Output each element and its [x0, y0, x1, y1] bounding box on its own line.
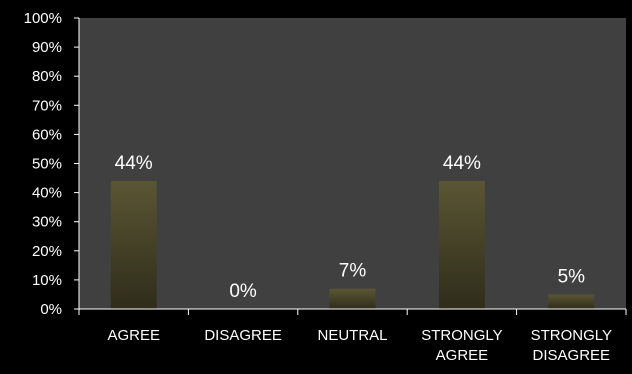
y-tick-label: 100%: [24, 10, 62, 27]
x-axis-labels: AGREE DISAGREE NEUTRAL STRONGLY AGREE STRONGL…: [107, 327, 612, 364]
data-labels: 44% 0% 7% 44% 5%: [115, 153, 585, 302]
bars-group: [110, 180, 595, 309]
bar: [438, 180, 485, 309]
y-tick-label: 50%: [32, 156, 62, 173]
category-label: AGREE: [107, 327, 160, 344]
bar-value-label: 5%: [558, 266, 586, 287]
y-tick-label: 40%: [32, 185, 62, 202]
y-tick-label: 20%: [32, 243, 62, 260]
y-axis-ticks: 0% 10% 20% 30% 40% 50% 60% 70% 80% 90% 100%: [24, 10, 79, 318]
bar: [329, 288, 376, 309]
y-tick-label: 0%: [40, 301, 62, 318]
bar-value-label: 7%: [339, 261, 367, 282]
category-label: NEUTRAL: [317, 327, 387, 344]
y-tick-label: 10%: [32, 272, 62, 289]
y-tick-label: 80%: [32, 68, 62, 85]
plot-area: [79, 18, 626, 309]
y-tick-label: 30%: [32, 214, 62, 231]
category-label: DISAGREE: [204, 327, 282, 344]
y-tick-label: 60%: [32, 126, 62, 143]
bar: [548, 294, 595, 309]
y-tick-label: 70%: [32, 97, 62, 114]
category-label: STRONGLY DISAGREE: [531, 327, 612, 364]
bar: [110, 180, 157, 309]
category-label: STRONGLY AGREE: [421, 327, 502, 364]
bar-value-label: 44%: [443, 153, 481, 174]
bar-value-label: 0%: [229, 281, 257, 302]
bar-value-label: 44%: [115, 153, 153, 174]
y-tick-label: 90%: [32, 39, 62, 56]
